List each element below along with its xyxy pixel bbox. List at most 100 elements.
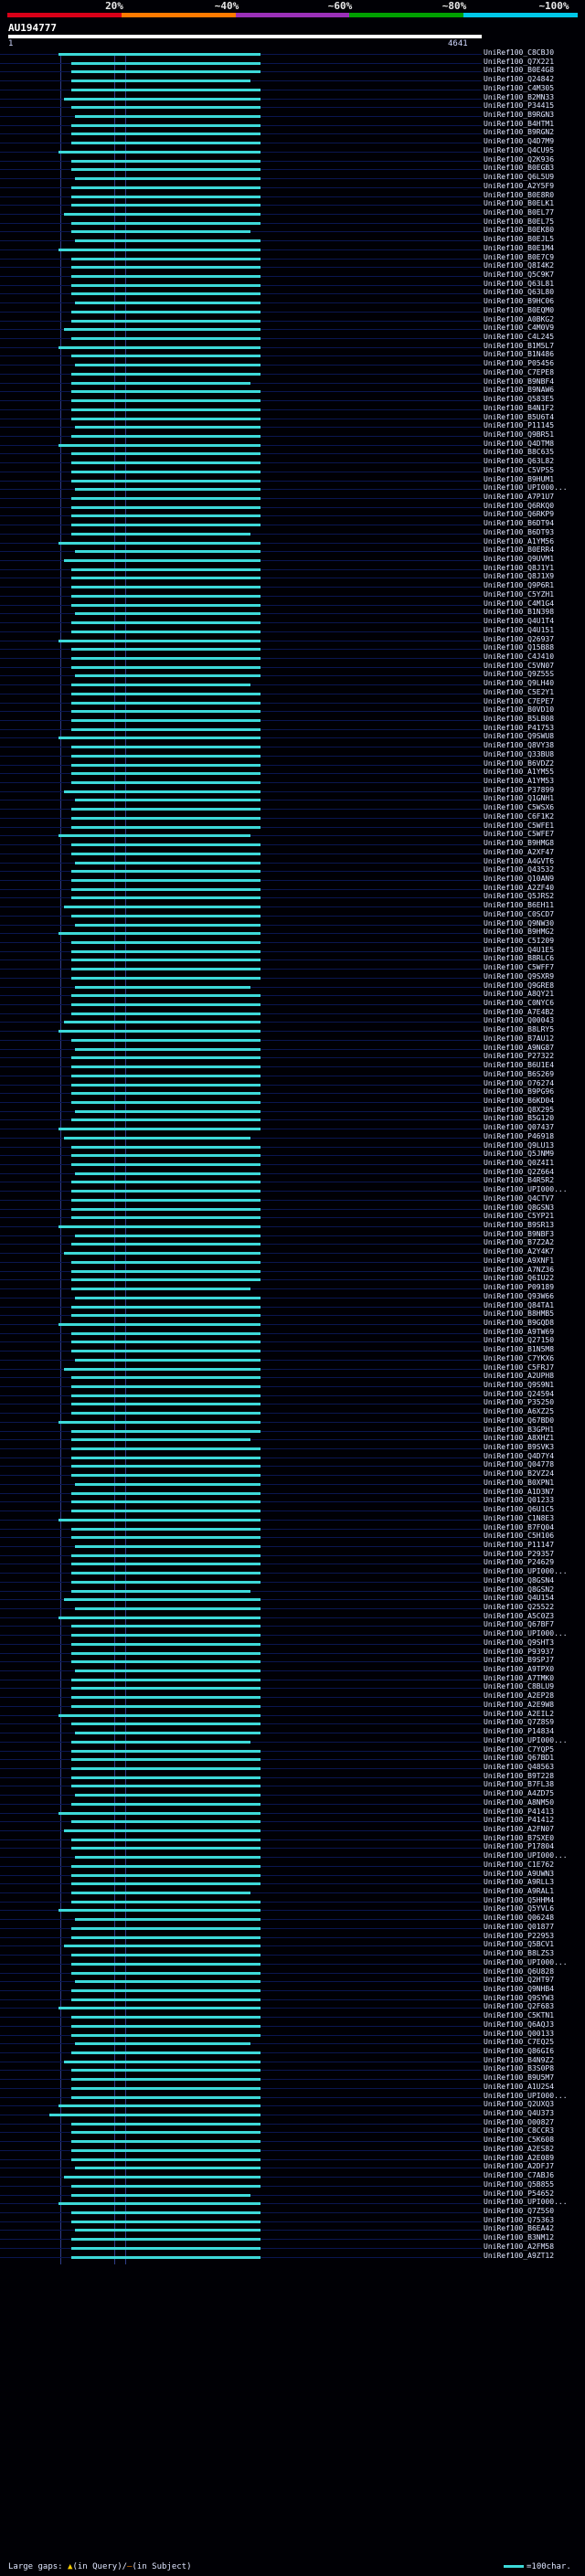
hit-label[interactable]: UniRef100_Q63L80 <box>484 288 555 297</box>
hit-bar[interactable] <box>71 1740 250 1744</box>
hit-label[interactable]: UniRef100_Q0Z4I1 <box>484 1159 555 1167</box>
hit-label[interactable]: UniRef100_C5WFE7 <box>484 830 555 839</box>
hit-bar[interactable] <box>71 399 261 403</box>
hit-bar[interactable] <box>71 168 261 172</box>
hit-label[interactable]: UniRef100_Q6U828 <box>484 1966 555 1976</box>
hit-bar[interactable] <box>71 1802 261 1806</box>
hit-label[interactable]: UniRef100_A7NZ36 <box>484 1265 555 1274</box>
hit-bar[interactable] <box>75 1482 261 1486</box>
hit-bar[interactable] <box>71 2095 261 2099</box>
hit-bar[interactable] <box>71 976 261 980</box>
hit-bar[interactable] <box>71 2210 261 2214</box>
hit-label[interactable]: UniRef100_UPI000... <box>484 1957 568 1966</box>
hit-label[interactable]: UniRef100_P34415 <box>484 101 555 111</box>
hit-bar[interactable] <box>71 665 261 669</box>
hit-bar[interactable] <box>71 772 261 776</box>
hit-bar[interactable] <box>71 1083 261 1087</box>
hit-label[interactable]: UniRef100_B8LRY5 <box>484 1025 555 1034</box>
hit-label[interactable]: UniRef100_P41413 <box>484 1807 555 1816</box>
hit-label[interactable]: UniRef100_Q04778 <box>484 1460 555 1469</box>
hit-bar[interactable] <box>71 1527 261 1531</box>
hit-label[interactable]: UniRef100_Q5YVL6 <box>484 1904 555 1913</box>
hit-bar[interactable] <box>71 2051 261 2054</box>
hit-label[interactable]: UniRef100_A2Y4K7 <box>484 1247 555 1256</box>
hit-label[interactable]: UniRef100_P29357 <box>484 1549 555 1558</box>
hit-label[interactable]: UniRef100_P22953 <box>484 1931 555 1940</box>
hit-label[interactable]: UniRef100_P93937 <box>484 1647 555 1656</box>
hit-bar[interactable] <box>58 1225 261 1229</box>
hit-bar[interactable] <box>71 408 261 411</box>
hit-bar[interactable] <box>64 212 261 216</box>
hit-bar[interactable] <box>71 1785 261 1788</box>
hit-label[interactable]: UniRef100_A9XNF1 <box>484 1256 555 1265</box>
hit-label[interactable]: UniRef100_A9UWN3 <box>484 1869 555 1878</box>
hit-bar[interactable] <box>71 337 261 341</box>
hit-bar[interactable] <box>71 603 261 607</box>
hit-label[interactable]: UniRef100_B0VD10 <box>484 705 555 715</box>
hit-bar[interactable] <box>64 906 261 909</box>
hit-bar[interactable] <box>71 2016 261 2019</box>
hit-label[interactable]: UniRef100_A9RAL1 <box>484 1887 555 1896</box>
hit-label[interactable]: UniRef100_C4L245 <box>484 333 555 342</box>
hit-bar[interactable] <box>71 763 261 767</box>
hit-label[interactable]: UniRef100_Q4U373 <box>484 2109 555 2118</box>
hit-bar[interactable] <box>71 1838 261 1841</box>
hit-bar[interactable] <box>75 1918 261 1922</box>
hit-bar[interactable] <box>75 2229 261 2232</box>
hit-label[interactable]: UniRef100_Q9GRE8 <box>484 981 555 990</box>
hit-label[interactable]: UniRef100_B0EGB3 <box>484 164 555 173</box>
hit-bar[interactable] <box>71 1260 261 1264</box>
hit-bar[interactable] <box>71 292 261 296</box>
hit-label[interactable]: UniRef100_B9RGN3 <box>484 111 555 120</box>
hit-bar[interactable] <box>71 80 250 83</box>
hit-bar[interactable] <box>58 1518 261 1521</box>
hit-label[interactable]: UniRef100_Q27150 <box>484 1336 555 1345</box>
hit-bar[interactable] <box>58 443 261 447</box>
hit-bar[interactable] <box>75 239 261 243</box>
hit-label[interactable]: UniRef100_Q7X221 <box>484 57 555 66</box>
hit-label[interactable]: UniRef100_Q84TA1 <box>484 1300 555 1309</box>
hit-label[interactable]: UniRef100_Q2F683 <box>484 2002 555 2011</box>
hit-bar[interactable] <box>71 2122 261 2125</box>
hit-label[interactable]: UniRef100_C5VN07 <box>484 661 555 670</box>
hit-label[interactable]: UniRef100_B9SPJ7 <box>484 1656 555 1665</box>
hit-bar[interactable] <box>58 737 261 740</box>
hit-bar[interactable] <box>71 1998 261 2001</box>
hit-bar[interactable] <box>71 994 261 998</box>
hit-label[interactable]: UniRef100_P27322 <box>484 1052 555 1061</box>
hit-label[interactable]: UniRef100_C5YP21 <box>484 1212 555 1221</box>
hit-bar[interactable] <box>71 914 261 917</box>
hit-label[interactable]: UniRef100_Q93W66 <box>484 1291 555 1300</box>
hit-bar[interactable] <box>71 266 261 270</box>
hit-label[interactable]: UniRef100_P24629 <box>484 1558 555 1567</box>
hit-bar[interactable] <box>58 834 250 838</box>
hit-label[interactable]: UniRef100_C5VPS5 <box>484 465 555 474</box>
hit-bar[interactable] <box>71 310 261 313</box>
hit-label[interactable]: UniRef100_B7FL38 <box>484 1780 555 1789</box>
hit-label[interactable]: UniRef100_Q8X295 <box>484 1105 555 1114</box>
hit-label[interactable]: UniRef100_Q07437 <box>484 1123 555 1132</box>
hit-label[interactable]: UniRef100_Q86GI6 <box>484 2047 555 2055</box>
hit-label[interactable]: UniRef100_B8RLC6 <box>484 954 555 963</box>
hit-bar[interactable] <box>71 621 261 625</box>
hit-bar[interactable] <box>71 1269 261 1273</box>
hit-bar[interactable] <box>71 2157 261 2161</box>
hit-label[interactable]: UniRef100_Q4CU95 <box>484 145 555 154</box>
hit-bar[interactable] <box>71 692 261 695</box>
hit-bar[interactable] <box>71 1696 261 1700</box>
hit-label[interactable]: UniRef100_B1M5L7 <box>484 341 555 350</box>
hit-label[interactable]: UniRef100_Q00043 <box>484 1016 555 1025</box>
hit-label[interactable]: UniRef100_Q5HHM4 <box>484 1895 555 1904</box>
hit-label[interactable]: UniRef100_C7EPE8 <box>484 367 555 376</box>
hit-bar[interactable] <box>71 2193 250 2197</box>
hit-label[interactable]: UniRef100_A9RLL3 <box>484 1878 555 1887</box>
hit-label[interactable]: UniRef100_Q43532 <box>484 865 555 875</box>
hit-label[interactable]: UniRef100_Q01877 <box>484 1922 555 1931</box>
hit-label[interactable]: UniRef100_Q06248 <box>484 1913 555 1923</box>
hit-bar[interactable] <box>71 1926 261 1930</box>
hit-label[interactable]: UniRef100_B2MN33 <box>484 92 555 101</box>
hit-bar[interactable] <box>71 1465 261 1468</box>
hit-label[interactable]: UniRef100_C0SCD7 <box>484 909 555 918</box>
hit-label[interactable]: UniRef100_B0ELK1 <box>484 199 555 208</box>
hit-bar[interactable] <box>71 577 261 580</box>
